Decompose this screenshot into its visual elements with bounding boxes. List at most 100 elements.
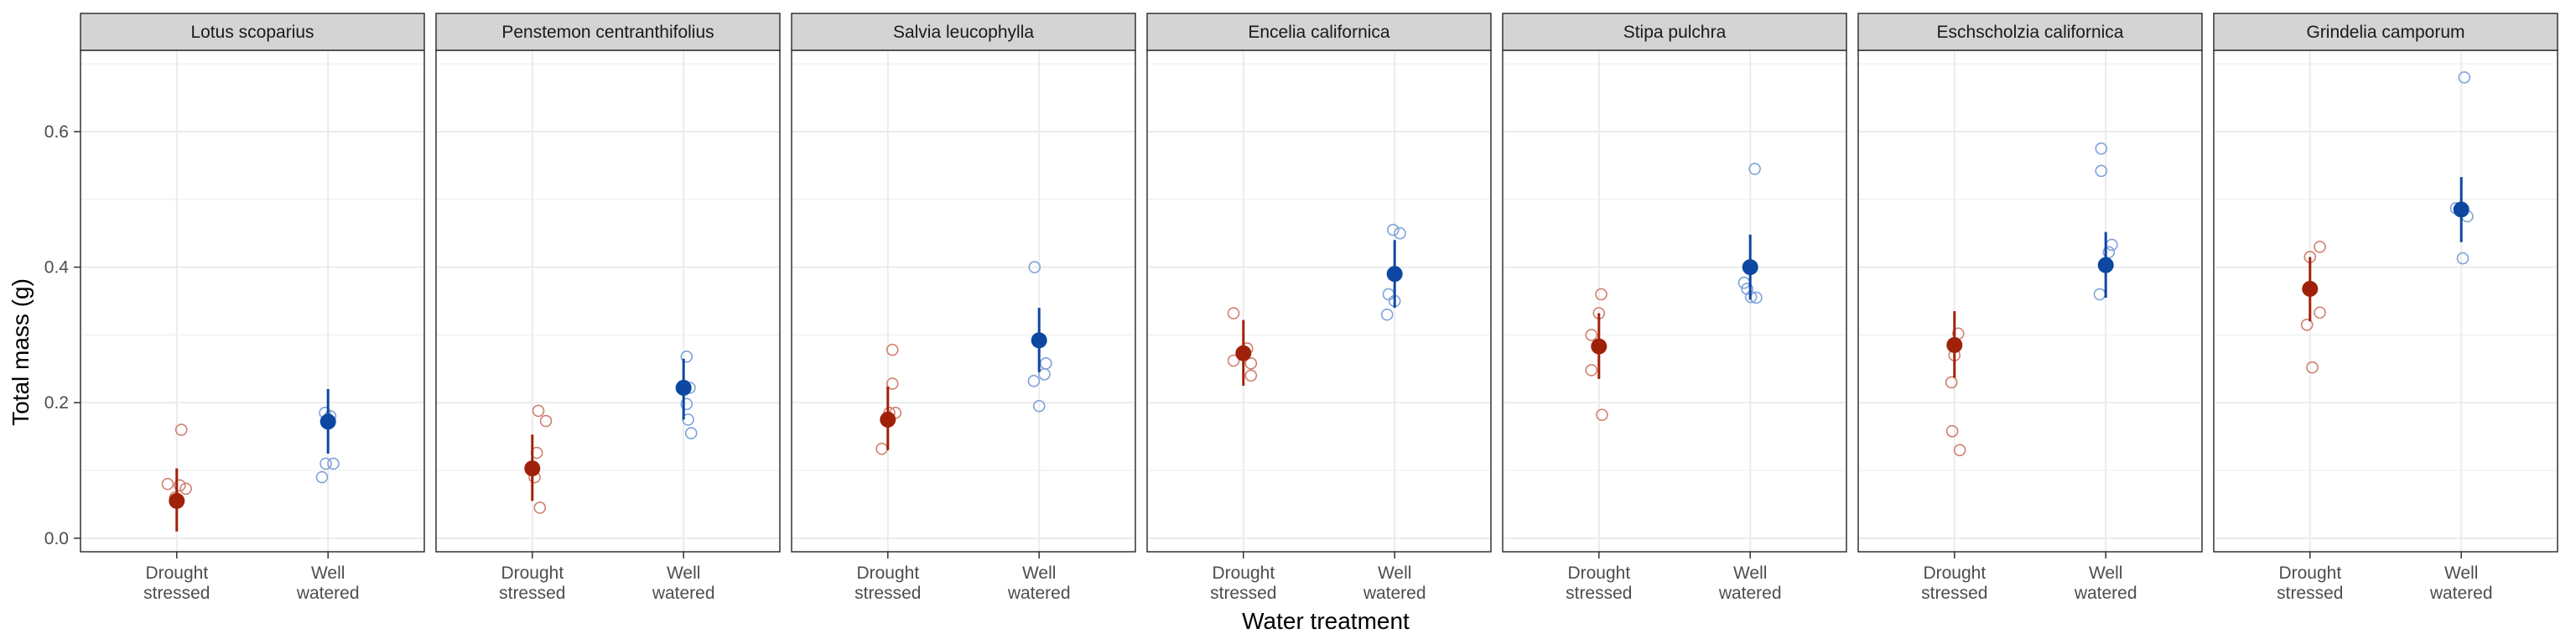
facet-strip bbox=[1146, 13, 1492, 51]
drought-data-point bbox=[1953, 444, 1966, 457]
x-tick-label: stressed bbox=[143, 584, 210, 603]
well-mean-point bbox=[319, 413, 336, 430]
panel-background bbox=[1858, 50, 2202, 552]
x-tick-label: Drought bbox=[501, 564, 564, 583]
well-data-point bbox=[1038, 367, 1051, 381]
drought-data-point bbox=[174, 423, 188, 436]
panel-background bbox=[792, 50, 1135, 552]
drought-data-point bbox=[533, 501, 547, 514]
well-data-point bbox=[2456, 252, 2470, 265]
drought-data-point bbox=[1945, 376, 1958, 389]
x-tick-label: Drought bbox=[1923, 564, 1986, 583]
well-mean-point bbox=[1742, 259, 1758, 276]
well-data-point bbox=[1387, 223, 1400, 236]
drought-data-point bbox=[179, 482, 192, 496]
facet-strip bbox=[1502, 13, 1847, 51]
x-tick-label: stressed bbox=[1566, 584, 1632, 603]
y-tick-label: 0.0 bbox=[44, 529, 69, 548]
drought-data-point bbox=[886, 343, 899, 356]
well-data-point bbox=[2458, 71, 2471, 84]
x-tick-label: Drought bbox=[856, 564, 919, 583]
drought-mean-point bbox=[1591, 338, 1607, 355]
facet-strip bbox=[791, 13, 1136, 51]
well-mean-point bbox=[1386, 266, 1403, 283]
y-tick-label: 0.2 bbox=[44, 393, 69, 413]
drought-data-point bbox=[1945, 424, 1959, 438]
x-tick-label: Drought bbox=[145, 564, 208, 583]
panel-background bbox=[80, 50, 424, 552]
panel-background bbox=[2214, 50, 2558, 552]
facet-strip bbox=[2213, 13, 2558, 51]
drought-data-point bbox=[174, 479, 186, 492]
well-data-point bbox=[1032, 399, 1046, 413]
x-tick-label: Well bbox=[1378, 564, 1411, 583]
facet-strip bbox=[435, 13, 781, 51]
x-tick-label: stressed bbox=[1210, 584, 1276, 603]
y-tick-label: 0.4 bbox=[44, 258, 70, 278]
well-data-point bbox=[1394, 226, 1406, 240]
x-tick-label: Well bbox=[1022, 564, 1056, 583]
well-data-point bbox=[1748, 163, 1761, 175]
x-axis-title: Water treatment bbox=[1242, 608, 1410, 634]
well-data-point bbox=[1027, 375, 1041, 387]
panel-background bbox=[1147, 50, 1491, 552]
y-tick-label: 0.6 bbox=[44, 122, 69, 142]
well-data-point bbox=[2095, 142, 2108, 155]
y-axis-title: Total mass (g) bbox=[8, 278, 34, 426]
well-data-point bbox=[1028, 261, 1041, 273]
well-data-point bbox=[680, 350, 693, 363]
facet-strip-label: Stipa pulchra bbox=[1623, 23, 1727, 42]
drought-data-point bbox=[1585, 329, 1598, 341]
drought-data-point bbox=[1595, 288, 1607, 301]
drought-data-point bbox=[539, 414, 553, 428]
x-tick-label: Well bbox=[2444, 564, 2478, 583]
drought-data-point bbox=[2306, 361, 2319, 374]
facet-panel: Penstemon centranthifolius Droughtstresse… bbox=[435, 13, 781, 603]
facet-strip-label: Penstemon centranthifolius bbox=[501, 23, 714, 42]
drought-mean-point bbox=[1946, 337, 1963, 354]
x-tick-label: Drought bbox=[1212, 564, 1275, 583]
drought-data-point bbox=[2314, 241, 2326, 253]
drought-data-point bbox=[1596, 408, 1608, 422]
panels-group: Lotus scopariusDroughtstressedWellwatere… bbox=[80, 13, 2558, 603]
drought-data-point bbox=[1227, 354, 1240, 367]
drought-data-point bbox=[2300, 318, 2314, 331]
well-mean-point bbox=[2453, 201, 2470, 218]
x-tick-label: Well bbox=[1733, 564, 1767, 583]
x-tick-label: Drought bbox=[2278, 564, 2341, 583]
drought-data-point bbox=[1244, 369, 1258, 382]
well-mean-point bbox=[675, 379, 692, 396]
well-data-point bbox=[319, 457, 332, 470]
well-mean-point bbox=[2097, 257, 2114, 273]
x-tick-label: stressed bbox=[2277, 584, 2343, 603]
well-data-point bbox=[1741, 283, 1753, 295]
x-tick-label: stressed bbox=[854, 584, 921, 603]
drought-mean-point bbox=[2302, 280, 2319, 297]
well-data-point bbox=[1380, 308, 1394, 321]
well-mean-point bbox=[1031, 332, 1047, 349]
x-tick-label: Drought bbox=[1567, 564, 1630, 583]
facet-strip-label: Lotus scoparius bbox=[190, 23, 314, 42]
drought-data-point bbox=[532, 404, 545, 418]
facet-strip-label: Eschscholzia californica bbox=[1937, 23, 2124, 42]
well-data-point bbox=[680, 397, 693, 411]
facet-strip bbox=[80, 13, 425, 51]
x-tick-label: watered bbox=[1718, 584, 1782, 603]
well-data-point bbox=[2102, 246, 2116, 259]
drought-mean-point bbox=[1235, 345, 1252, 361]
x-tick-label: Well bbox=[2089, 564, 2122, 583]
facet-strip bbox=[1857, 13, 2203, 51]
facet-strip-label: Encelia californica bbox=[1248, 23, 1390, 42]
drought-mean-point bbox=[524, 460, 541, 477]
well-data-point bbox=[315, 470, 329, 484]
drought-mean-point bbox=[169, 492, 185, 509]
drought-data-point bbox=[886, 377, 899, 390]
well-data-point bbox=[684, 427, 698, 439]
